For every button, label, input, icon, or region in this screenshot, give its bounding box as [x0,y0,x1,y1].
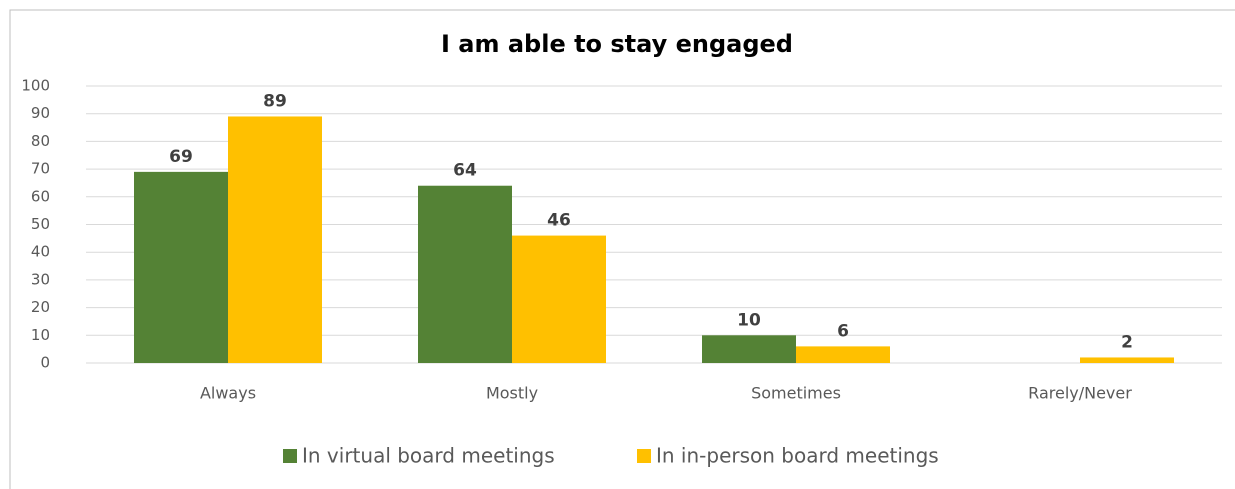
bar [512,235,606,363]
bar [228,116,322,363]
data-label: 2 [1121,332,1133,352]
y-tick-label: 30 [31,270,50,288]
y-tick-label: 80 [31,132,50,150]
chart-title: I am able to stay engaged [441,30,793,58]
x-tick-label: Sometimes [751,384,841,403]
bar [702,335,796,363]
y-tick-label: 90 [31,104,50,122]
legend-swatch [637,449,651,463]
data-label: 46 [547,211,571,231]
y-tick-label: 100 [21,77,50,95]
data-label: 64 [453,161,477,181]
y-tick-label: 40 [31,243,50,261]
data-label: 69 [169,147,193,167]
y-tick-label: 10 [31,326,50,344]
x-tick-label: Always [200,384,256,403]
legend-label: In in-person board meetings [656,444,939,468]
legend-label: In virtual board meetings [302,444,555,468]
bar [1080,357,1174,363]
data-label: 89 [263,91,287,111]
x-tick-label: Rarely/Never [1028,384,1132,403]
x-tick-label: Mostly [486,384,538,403]
y-tick-label: 20 [31,298,50,316]
y-tick-label: 60 [31,187,50,205]
y-tick-label: 70 [31,160,50,178]
data-label: 10 [737,310,761,330]
bar [796,346,890,363]
legend-swatch [283,449,297,463]
y-tick-label: 50 [31,215,50,233]
bar [134,171,228,363]
y-tick-label: 0 [40,354,50,372]
bar [418,185,512,363]
data-label: 6 [837,321,849,341]
